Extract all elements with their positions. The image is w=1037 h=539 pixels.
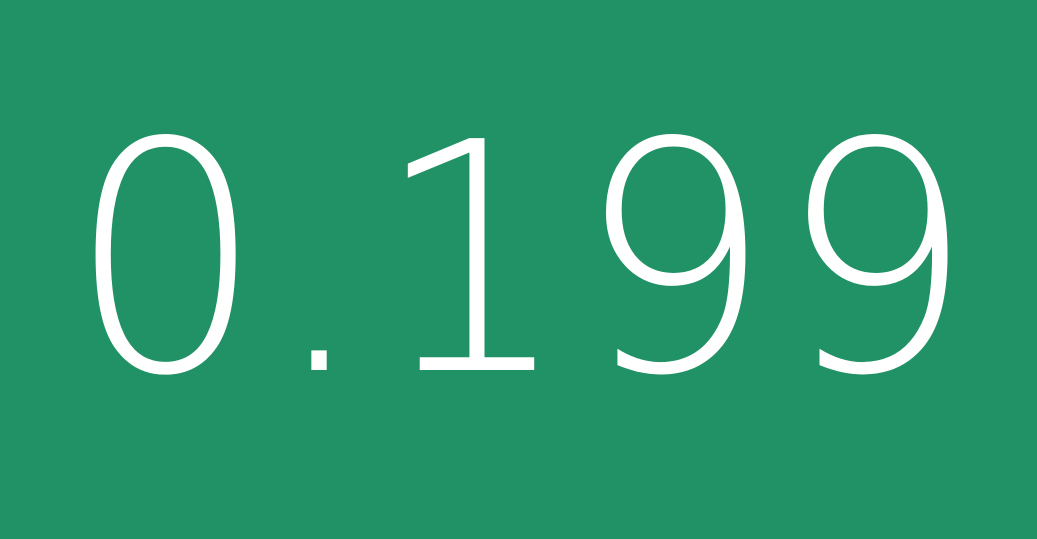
- metric-value: 0.199: [68, 75, 981, 445]
